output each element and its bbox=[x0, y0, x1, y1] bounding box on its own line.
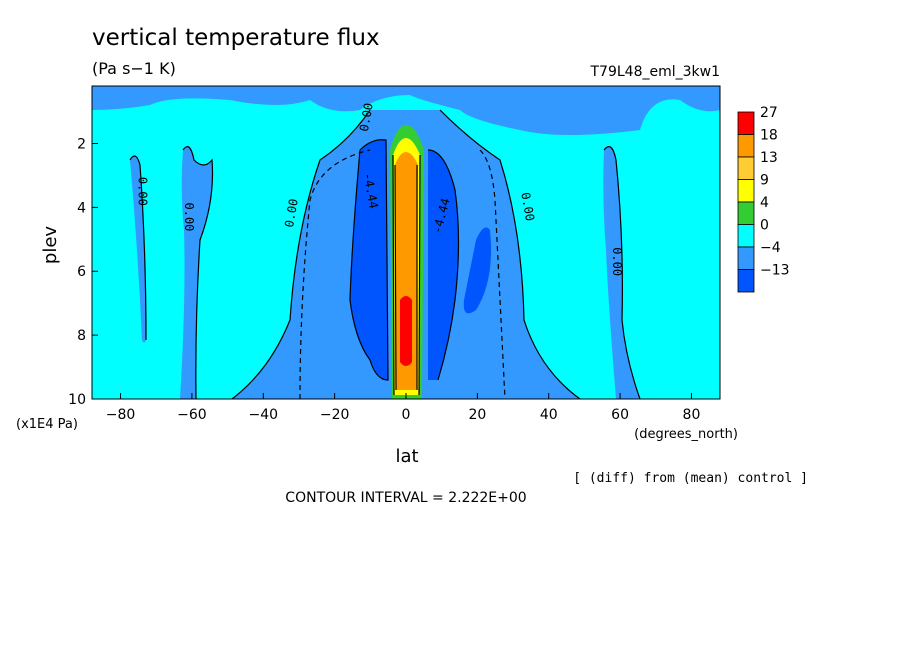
colorbar-label: 18 bbox=[760, 128, 778, 144]
colorbar-swatch bbox=[737, 224, 755, 248]
colorbar-label: 4 bbox=[760, 195, 769, 211]
contour-interval-note: CONTOUR INTERVAL = 2.222E+00 bbox=[285, 490, 526, 506]
contour-label: 0.00 bbox=[282, 198, 301, 229]
region-right-strip bbox=[603, 146, 640, 399]
y-tick-label: 10 bbox=[68, 392, 86, 408]
contour-label: 0.00 bbox=[182, 202, 196, 231]
contour-label: 0.00 bbox=[610, 247, 624, 276]
y-tick-label: 2 bbox=[77, 136, 86, 152]
colorbar-label: −13 bbox=[760, 263, 790, 279]
contour-label: 0.00 bbox=[357, 102, 376, 133]
diff-footnote: [ (diff) from (mean) control ] bbox=[573, 471, 808, 486]
colorbar-swatch bbox=[737, 246, 755, 270]
contour-label: 0.00 bbox=[518, 191, 537, 222]
x-tick-label: 0 bbox=[402, 407, 411, 423]
colorbar: 27 18 13 9 4 0 −4 −13 bbox=[737, 105, 790, 293]
x-tick-label: 80 bbox=[683, 407, 701, 423]
x-tick-label: −40 bbox=[248, 407, 278, 423]
colorbar-swatch bbox=[737, 179, 755, 203]
contour-lines bbox=[129, 109, 641, 399]
contour-label: -4.44 bbox=[361, 172, 381, 210]
x-tick-label: −20 bbox=[320, 407, 350, 423]
colorbar-swatch bbox=[737, 201, 755, 225]
x-axis-units: (degrees_north) bbox=[634, 427, 738, 442]
chart-title: vertical temperature flux bbox=[92, 25, 380, 51]
region-left-strip-2 bbox=[180, 146, 213, 399]
region-strong-negative-far-right bbox=[463, 227, 492, 314]
colorbar-swatch bbox=[737, 269, 755, 293]
x-axis-ticks: −80 −60 −40 −20 0 20 40 60 80 bbox=[106, 393, 701, 423]
colorbar-label: 9 bbox=[760, 173, 769, 189]
plot-area bbox=[92, 86, 720, 399]
contour-label: 0.00 bbox=[135, 177, 149, 206]
y-axis-units: (x1E4 Pa) bbox=[16, 417, 78, 432]
colorbar-label: 0 bbox=[760, 218, 769, 234]
y-tick-label: 4 bbox=[77, 200, 86, 216]
colorbar-swatch bbox=[737, 111, 755, 135]
region-strong-negative-left bbox=[350, 139, 388, 380]
x-tick-label: −60 bbox=[177, 407, 207, 423]
chart-units: (Pa s−1 K) bbox=[92, 59, 176, 78]
y-axis-label: plev bbox=[40, 226, 61, 265]
colorbar-label: 27 bbox=[760, 105, 778, 121]
y-tick-label: 6 bbox=[77, 264, 86, 280]
x-tick-label: 40 bbox=[540, 407, 558, 423]
x-axis-label: lat bbox=[395, 446, 418, 467]
colorbar-label: −4 bbox=[760, 240, 781, 256]
run-label: T79L48_eml_3kw1 bbox=[590, 64, 721, 80]
colorbar-swatch bbox=[737, 156, 755, 180]
region-strong-negative-right bbox=[428, 150, 459, 380]
y-axis-ticks: 2 4 6 8 10 bbox=[68, 136, 98, 408]
x-tick-label: 60 bbox=[611, 407, 629, 423]
x-tick-label: 20 bbox=[468, 407, 486, 423]
y-tick-label: 8 bbox=[77, 328, 86, 344]
region-top-band bbox=[92, 86, 720, 135]
region-red-core bbox=[400, 296, 412, 366]
colorbar-swatch bbox=[737, 134, 755, 158]
x-tick-label: −80 bbox=[106, 407, 136, 423]
colorbar-label: 13 bbox=[760, 150, 778, 166]
